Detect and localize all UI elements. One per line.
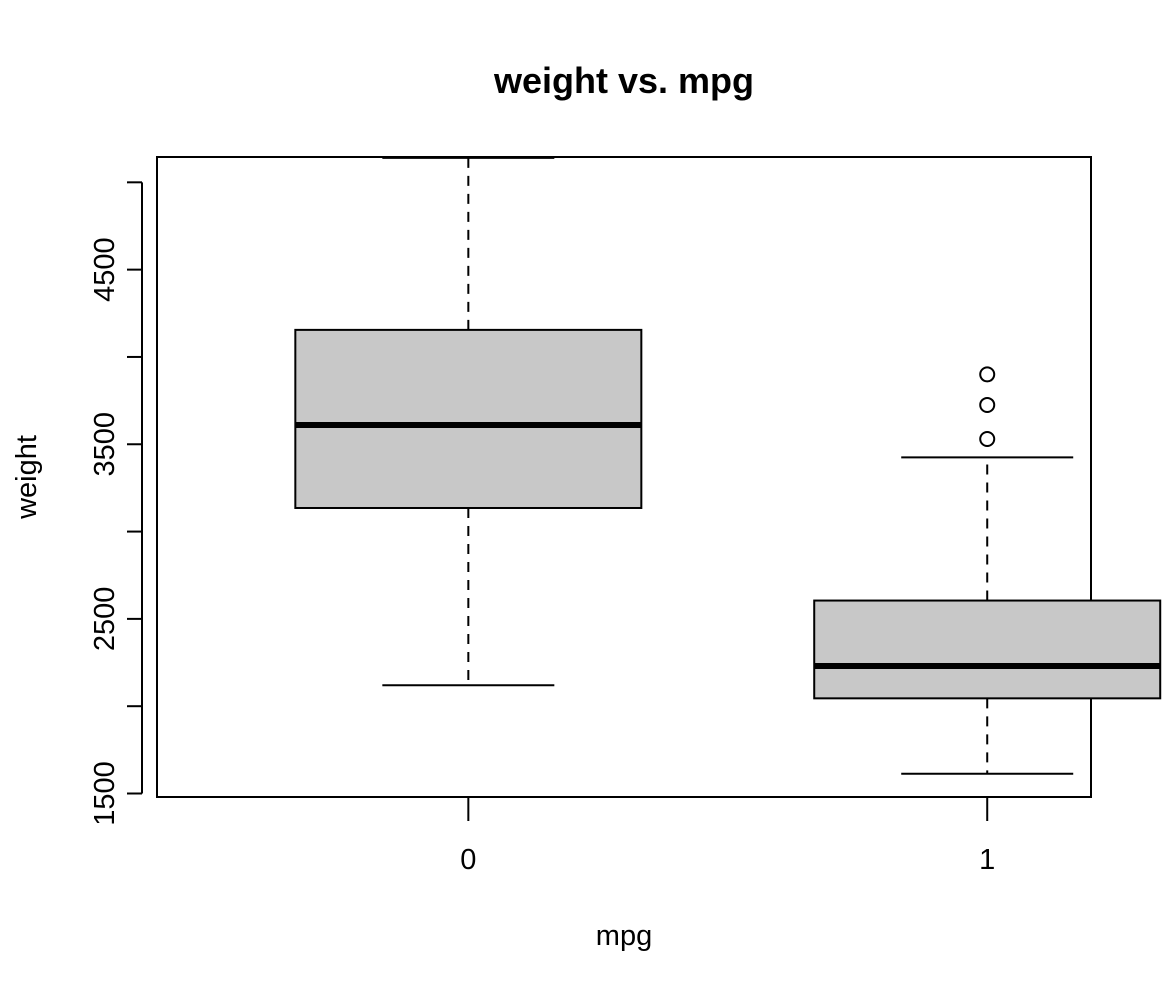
y-tick-label: 3500	[89, 412, 121, 477]
x-axis-label: mpg	[596, 920, 652, 952]
box	[294, 328, 643, 509]
y-tick-label: 2500	[89, 587, 121, 652]
y-tick-label: 4500	[89, 237, 121, 302]
x-tick-label: 0	[460, 844, 476, 876]
y-axis-label: weight	[11, 435, 43, 520]
x-tick-label: 1	[979, 844, 995, 876]
y-tick-label: 1500	[89, 761, 121, 826]
outlier-point	[979, 431, 996, 448]
box-group-1	[813, 366, 1162, 775]
y-axis: 1500 2500 3500 4500	[89, 181, 143, 826]
boxes	[294, 156, 1162, 775]
outlier-point	[979, 396, 996, 413]
box-group-0	[294, 156, 643, 687]
outlier-point	[979, 366, 996, 383]
plot-frame	[156, 156, 1092, 798]
chart-title: weight vs. mpg	[493, 60, 754, 101]
box	[813, 599, 1162, 700]
